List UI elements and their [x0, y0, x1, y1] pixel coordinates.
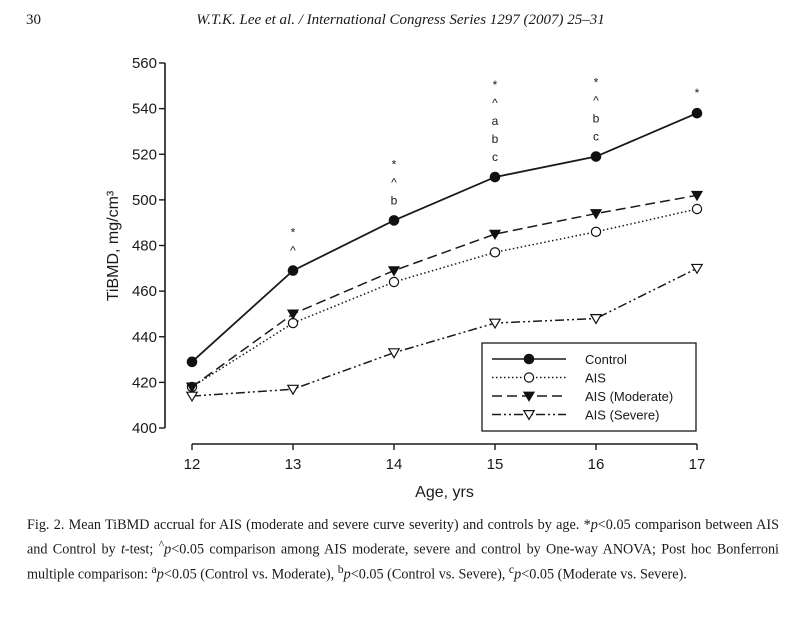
x-tick-label: 13 [285, 456, 302, 473]
data-point-ais [691, 203, 703, 215]
data-point-control [691, 107, 703, 119]
data-point-ais-severe [488, 318, 502, 330]
x-tick-label: 15 [487, 456, 504, 473]
y-tick-label: 440 [132, 329, 157, 346]
significance-marker: b [492, 132, 499, 146]
caption-t: t [120, 541, 125, 558]
significance-marker: ^ [290, 244, 296, 258]
caption-text-6: <0.05 (Control vs. Severe), [350, 566, 509, 583]
legend-marker-ais-moderate [522, 391, 536, 402]
caption-text-3: -test; [124, 541, 159, 558]
legend-marker-ais [523, 372, 535, 383]
series-line-control [191, 112, 698, 363]
y-tick-label: 480 [132, 238, 157, 255]
significance-marker: b [391, 193, 398, 207]
caption-p-1: p [590, 517, 598, 533]
x-tick-label: 12 [184, 456, 201, 473]
data-point-control [186, 356, 198, 368]
chart-legend: Control AIS AIS (Moderate) AIS (Severe) [481, 342, 697, 432]
legend-box [481, 342, 697, 432]
caption-text-2: <0.05 comparison between AIS and Control… [27, 517, 779, 558]
chart-axes: 400 420 440 460 480 500 520 540 560 12 13 14 15 16 17 A… [105, 55, 705, 501]
caption-sup-a: a [151, 561, 157, 576]
data-point-ais-severe [387, 348, 401, 359]
caption-p-3: p [156, 566, 164, 583]
significance-marker: * [594, 76, 599, 90]
legend-label-ais: AIS [585, 371, 606, 386]
significance-marker: c [593, 130, 599, 144]
data-point-ais-moderate [690, 190, 704, 202]
legend-label-ais-moderate: AIS (Moderate) [585, 389, 673, 404]
data-point-ais-severe [185, 391, 199, 403]
data-point-ais-moderate [286, 309, 300, 320]
data-point-ais-moderate [185, 382, 199, 393]
y-axis-title: TiBMD, mg/cm³ [105, 190, 122, 301]
significance-marker: * [392, 157, 397, 171]
line-chart: 400 420 440 460 480 500 520 540 560 12 13 14 15 16 17 A… [105, 55, 705, 501]
data-point-ais-moderate [488, 229, 502, 241]
series-line-ais [191, 208, 698, 388]
caption-p-5: p [514, 566, 522, 583]
data-point-control [489, 171, 501, 183]
caption-text-4: <0.05 comparison among AIS moderate, sev… [27, 541, 779, 583]
significance-marker: * [695, 86, 700, 100]
series-line-ais-severe [191, 267, 698, 397]
data-point-ais-severe [286, 384, 300, 396]
legend-marker-ais-severe [522, 410, 536, 421]
y-tick-label: 500 [132, 192, 157, 209]
data-point-ais-moderate [589, 209, 603, 220]
data-point-control [388, 215, 400, 226]
caption-sup-b: b [337, 561, 344, 576]
significance-marker: ^ [391, 175, 397, 189]
legend-marker-control [523, 353, 535, 365]
y-tick-label: 400 [132, 420, 157, 437]
chart-annotations: *^*^b*^abc*^bc* [290, 76, 699, 258]
page-number: 30 [26, 12, 41, 28]
y-tick-label: 420 [132, 374, 157, 391]
significance-marker: b [593, 112, 600, 126]
series-line-ais-moderate [191, 194, 698, 388]
y-tick-label: 560 [132, 55, 157, 72]
x-tick-label: 14 [386, 456, 403, 473]
data-point-control [590, 151, 602, 162]
running-head: W.T.K. Lee et al. / International Congre… [196, 12, 605, 28]
caption-p-2: p [164, 541, 172, 558]
significance-marker: ^ [492, 96, 498, 110]
significance-marker: a [492, 114, 499, 128]
significance-marker: * [291, 226, 296, 240]
data-point-control [287, 265, 299, 276]
data-point-ais [590, 226, 602, 238]
caption-p-4: p [343, 566, 351, 583]
data-point-ais [489, 247, 501, 258]
legend-label-control: Control [585, 352, 627, 367]
caption-sup-hat: ^ [158, 537, 165, 551]
data-point-ais-severe [690, 263, 704, 275]
significance-marker: c [492, 150, 498, 164]
caption-text-1: Mean TiBMD accrual for AIS (moderate and… [64, 517, 591, 533]
caption-text-7: <0.05 (Moderate vs. Severe). [521, 566, 687, 583]
caption-sup-c: c [508, 561, 515, 576]
figure-caption: Fig. 2. Mean TiBMD accrual for AIS (mode… [27, 516, 779, 584]
data-point-ais-severe [589, 314, 603, 325]
chart-series [185, 107, 704, 403]
legend-label-ais-severe: AIS (Severe) [585, 408, 659, 423]
y-tick-label: 540 [132, 101, 157, 118]
caption-text-5: <0.05 (Control vs. Moderate), [163, 566, 338, 583]
y-tick-label: 520 [132, 146, 157, 163]
significance-marker: * [493, 78, 498, 92]
significance-marker: ^ [593, 94, 599, 108]
x-tick-label: 17 [689, 456, 706, 473]
x-axis-title: Age, yrs [415, 484, 474, 501]
y-tick-label: 460 [132, 283, 157, 300]
data-point-ais [388, 276, 400, 288]
caption-fig-label: Fig. 2. [27, 517, 65, 533]
data-point-ais-moderate [387, 266, 401, 277]
x-tick-label: 16 [588, 456, 605, 473]
